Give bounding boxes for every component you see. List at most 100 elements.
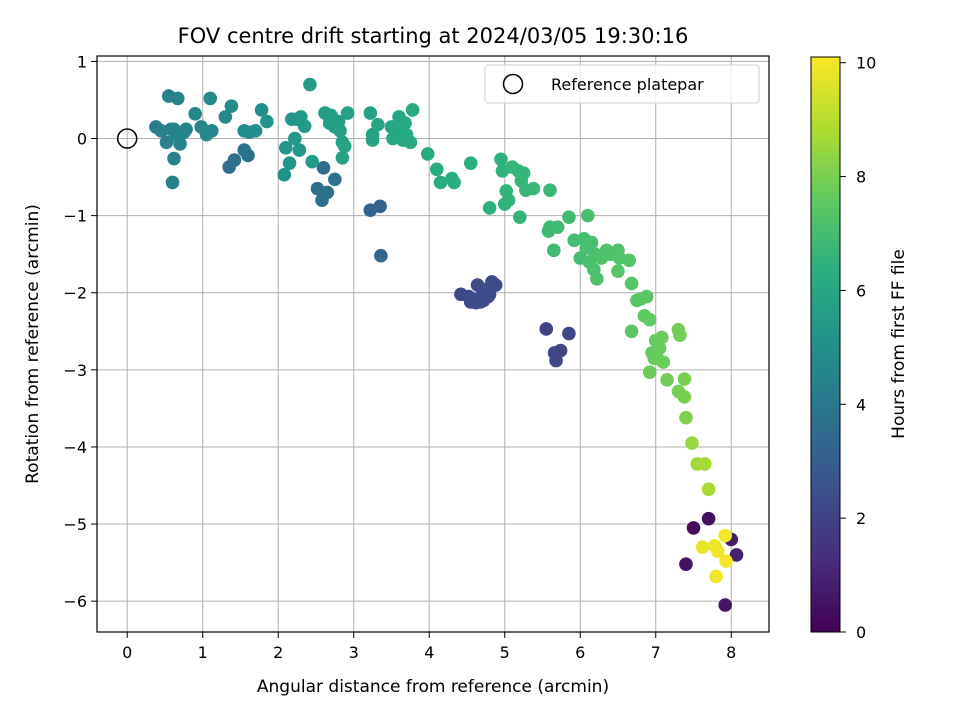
legend-label-reference: Reference platepar: [551, 75, 704, 94]
y-tick-label: −4: [63, 438, 87, 457]
data-point: [695, 540, 710, 554]
data-point: [373, 199, 387, 214]
x-tick-label: 7: [651, 643, 661, 662]
chart-title: FOV centre drift starting at 2024/03/05 …: [178, 24, 689, 48]
legend-box: [484, 64, 760, 104]
y-tick-label: −6: [63, 592, 87, 611]
data-point: [335, 150, 350, 165]
data-point: [403, 135, 418, 150]
data-point: [241, 148, 255, 163]
plot-frame: [96, 55, 770, 633]
x-tick-label: 4: [424, 643, 434, 662]
colorbar-tick-label: 8: [856, 168, 866, 187]
data-point: [729, 548, 744, 562]
colorbar-tick-label: 4: [856, 395, 866, 414]
data-point: [171, 130, 186, 144]
data-point: [673, 328, 687, 342]
x-tick-label: 2: [273, 643, 283, 662]
data-point: [170, 91, 185, 106]
data-point: [159, 135, 174, 150]
colorbar-ticks: 0 2 4 6 8 10: [840, 54, 876, 642]
data-point: [429, 162, 444, 177]
data-point: [297, 119, 312, 133]
data-point: [584, 235, 599, 250]
x-tick-label: 3: [349, 643, 359, 662]
data-point: [447, 175, 461, 190]
data-point: [526, 181, 541, 196]
data-point: [365, 133, 380, 147]
data-point: [320, 185, 335, 200]
x-axis-title: Angular distance from reference (arcmin): [257, 677, 609, 697]
data-point: [701, 482, 716, 497]
data-point: [188, 107, 202, 121]
data-point: [611, 264, 625, 278]
x-tick-label: 0: [122, 643, 132, 662]
data-point: [685, 436, 699, 450]
data-point: [463, 295, 478, 309]
data-point: [278, 140, 293, 155]
data-point: [420, 147, 435, 161]
data-point: [218, 110, 233, 124]
data-point: [398, 116, 412, 130]
data-point: [333, 123, 347, 138]
colorbar-tick-label: 10: [856, 54, 876, 73]
colorbar-gradient: [810, 56, 841, 633]
data-point: [363, 106, 378, 120]
data-point: [227, 153, 242, 167]
data-point: [652, 341, 667, 356]
x-tick-label: 1: [198, 643, 208, 662]
legend-marker-reference: [502, 73, 524, 95]
data-point: [642, 365, 657, 379]
data-point: [539, 322, 554, 336]
data-point: [718, 528, 733, 543]
data-point: [679, 410, 693, 425]
data-point: [590, 272, 604, 286]
data-point: [292, 143, 307, 157]
data-point: [686, 521, 701, 535]
data-point: [405, 103, 420, 117]
data-point: [547, 243, 561, 258]
data-point: [543, 183, 557, 197]
data-point: [340, 106, 355, 120]
data-point: [513, 210, 527, 224]
data-point: [488, 278, 503, 292]
data-point: [282, 156, 297, 170]
data-point: [371, 117, 385, 132]
y-tick-label: 1: [77, 52, 87, 71]
y-axis: 1 0 −1 −2 −3 −4 −5 −6: [63, 52, 97, 611]
data-point: [494, 152, 508, 167]
gridlines: [97, 56, 769, 632]
data-point: [709, 569, 723, 584]
data-point: [654, 330, 669, 345]
data-point: [277, 167, 292, 182]
data-point: [677, 390, 692, 404]
data-point: [165, 175, 180, 190]
data-point: [677, 372, 692, 386]
colorbar-tick-label: 0: [856, 623, 866, 642]
data-point: [624, 276, 639, 291]
data-point: [248, 123, 263, 138]
data-point: [482, 201, 497, 215]
reference-marker: [116, 128, 138, 149]
colorbar-title: Hours from first FF file: [889, 249, 909, 439]
data-point: [550, 220, 565, 234]
data-point: [553, 343, 568, 358]
x-axis: 0 1 2 3 4 5 6 7 8: [122, 632, 736, 662]
data-point: [374, 248, 388, 263]
y-tick-label: −1: [63, 207, 87, 226]
data-point: [337, 139, 352, 154]
colorbar: 0 2 4 6 8 10 Hours from first FF file: [810, 54, 909, 642]
data-point: [562, 210, 576, 224]
data-point: [305, 154, 319, 169]
data-point: [167, 151, 181, 166]
x-tick-label: 8: [726, 643, 736, 662]
y-axis-title: Rotation from reference (arcmin): [23, 204, 43, 484]
data-point: [639, 289, 654, 304]
data-point: [501, 193, 516, 207]
data-point: [204, 123, 219, 138]
colorbar-tick-label: 6: [856, 281, 866, 300]
data-point: [698, 457, 712, 471]
data-point: [624, 324, 639, 339]
data-point: [710, 544, 725, 558]
